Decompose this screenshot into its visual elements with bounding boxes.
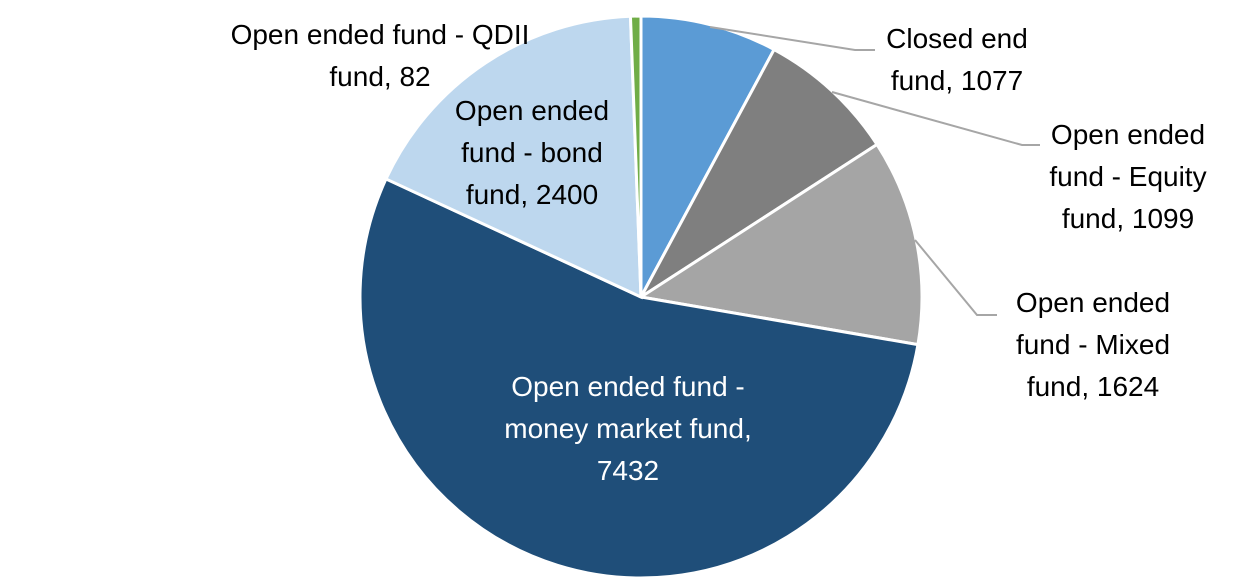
data-label: Open ended fund - money market fund 7432 xyxy=(488,366,768,492)
leader-line xyxy=(709,26,875,51)
pie-slice xyxy=(639,14,777,298)
data-label: Open ended fund - bond fund2400 xyxy=(447,90,617,216)
data-label: Open ended fund - Equity fund1099 xyxy=(1033,114,1223,240)
data-label: Open ended fund - Mixed fund1624 xyxy=(998,282,1188,408)
leader-line xyxy=(831,91,1040,146)
category-label: Open ended fund - Equity fund xyxy=(1049,119,1206,234)
pie-slice xyxy=(639,47,880,299)
value-label: 7432 xyxy=(596,455,660,486)
leader-line xyxy=(914,239,997,316)
value-label: 82 xyxy=(399,61,431,92)
category-label: Open ended fund - money market fund xyxy=(504,371,751,444)
value-label: 1099 xyxy=(1131,203,1195,234)
pie-slice xyxy=(384,14,643,300)
pie-slice xyxy=(628,14,643,298)
category-label: Open ended fund - QDII fund xyxy=(231,19,530,92)
value-label: 1624 xyxy=(1096,371,1160,402)
value-label: 2400 xyxy=(535,179,599,210)
pie-slice xyxy=(358,176,920,580)
value-label: 1077 xyxy=(960,65,1024,96)
data-label: Open ended fund - QDII fund82 xyxy=(210,14,550,98)
data-label: Closed end fund1077 xyxy=(867,18,1047,102)
